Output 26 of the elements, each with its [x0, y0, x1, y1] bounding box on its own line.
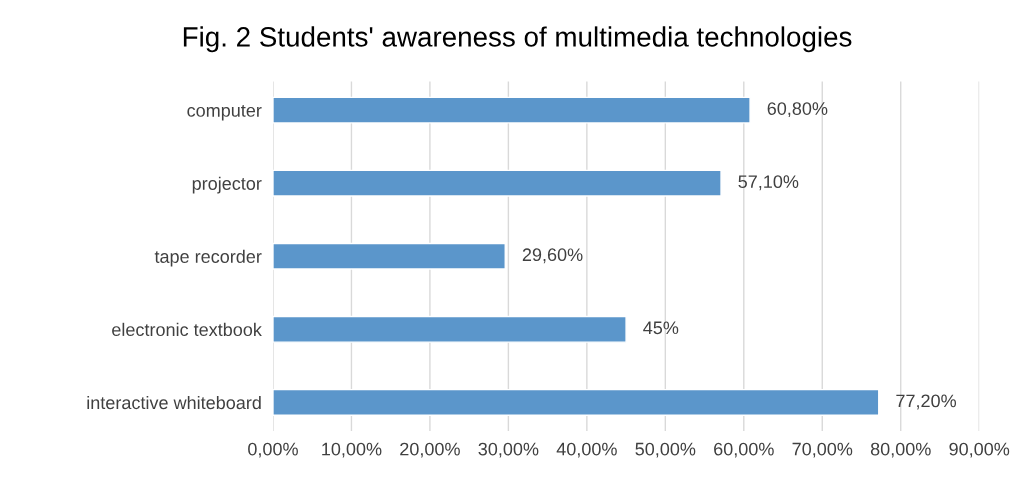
bar [272, 169, 722, 197]
x-tick-label: 0,00% [248, 442, 298, 458]
data-label: 29,60% [522, 248, 583, 264]
chart-title: Fig. 2 Students' awareness of multimedia technologies [183, 26, 852, 53]
data-label: 77,20% [896, 394, 957, 410]
bar [272, 96, 751, 124]
x-tick-label: 90,00% [949, 442, 1010, 458]
x-tick-label: 70,00% [792, 442, 853, 458]
x-tick-label: 60,00% [714, 442, 774, 458]
bar [272, 242, 506, 270]
data-label: 45% [643, 321, 679, 335]
bar [272, 388, 880, 416]
y-tick-label: tape recorder [154, 249, 262, 267]
data-label: 60,80% [767, 102, 828, 118]
y-tick-label: electronic textbook [112, 322, 262, 337]
x-tick-label: 40,00% [556, 442, 617, 458]
y-tick-label: projector [192, 176, 262, 194]
bar [272, 315, 627, 343]
x-tick-label: 10,00% [322, 442, 382, 458]
data-label: 57,10% [738, 175, 799, 191]
x-tick-label: 50,00% [635, 442, 696, 458]
x-tick-label: 20,00% [400, 442, 460, 458]
y-tick-label: interactive whiteboard [87, 395, 261, 410]
x-tick-label: 80,00% [870, 442, 931, 458]
x-tick-label: 30,00% [478, 442, 539, 458]
y-tick-label: computer [187, 104, 262, 121]
